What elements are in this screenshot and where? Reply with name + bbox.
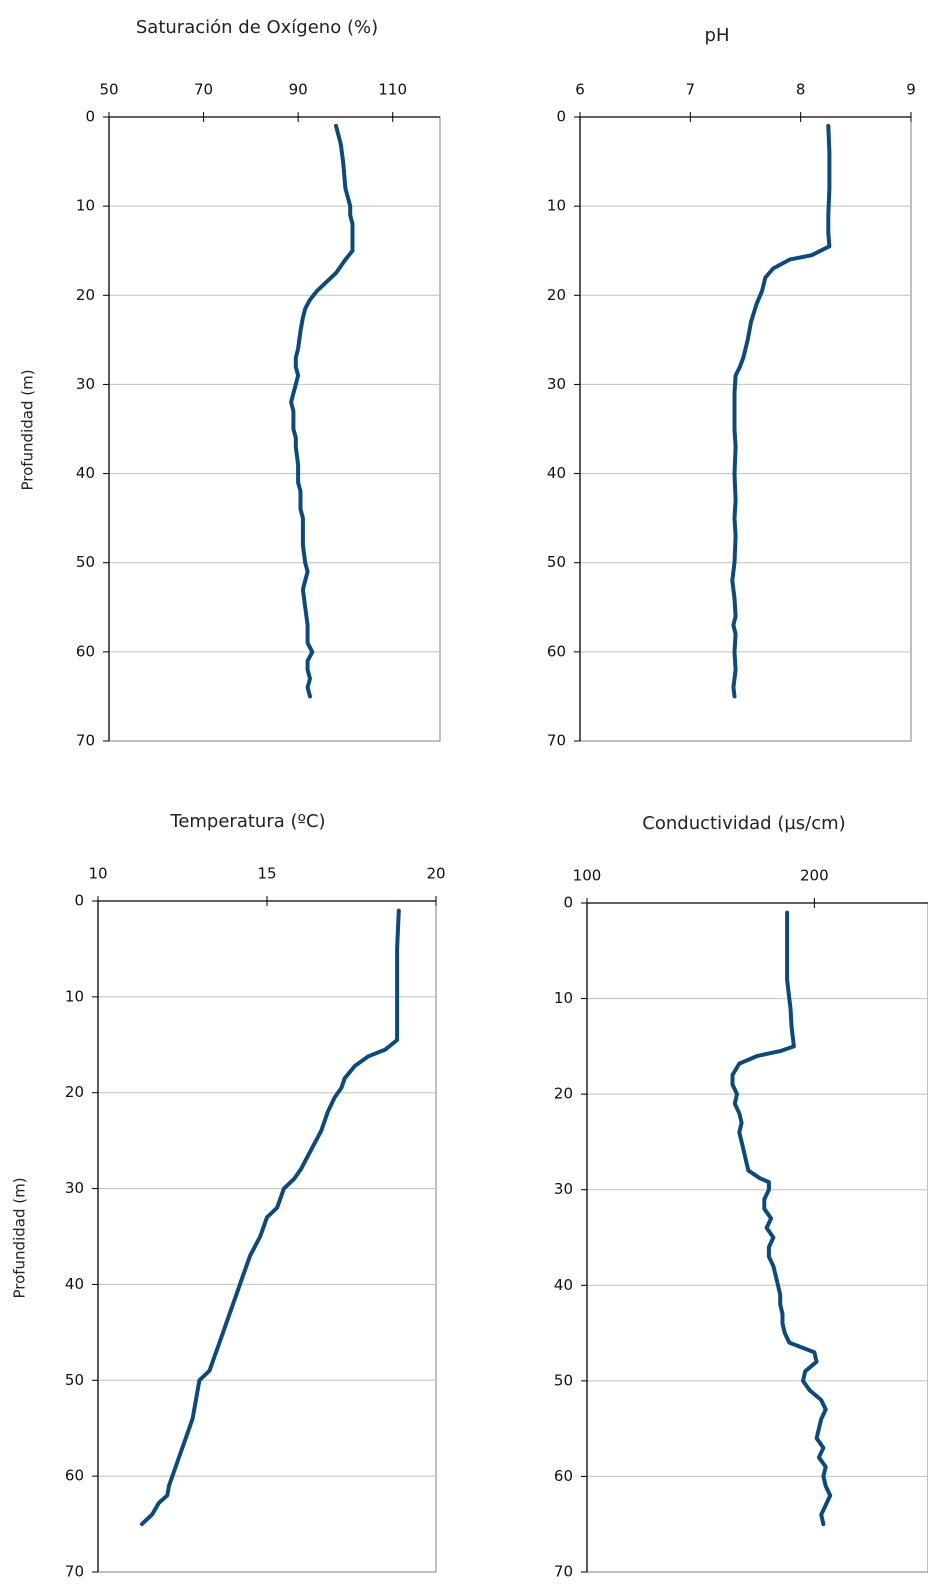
y-tick-label: 0: [85, 108, 95, 126]
y-tick-label: 40: [547, 464, 566, 482]
plot-area: [97, 900, 437, 1573]
y-tick-label: 10: [554, 989, 573, 1007]
y-tick-label: 30: [65, 1179, 84, 1197]
y-tick-label: 10: [76, 197, 95, 215]
x-tick-label: 8: [796, 81, 806, 99]
y-tick-label: 20: [554, 1085, 573, 1103]
plot-area: [579, 116, 912, 742]
y-tick-label: 60: [554, 1467, 573, 1485]
y-tick-label: 10: [547, 197, 566, 215]
y-tick-label: 0: [563, 894, 573, 912]
y-tick-label: 60: [76, 642, 95, 660]
x-tick-label: 6: [575, 81, 585, 99]
y-tick-label: 50: [65, 1371, 84, 1389]
x-tick-label: 20: [426, 865, 445, 883]
chart-1: Saturación de Oxígeno (%) 0 10 20 30 40 50 60 70…: [19, 17, 441, 750]
series-line: [289, 123, 355, 699]
y-tick-label: 30: [76, 375, 95, 393]
chart-2: pH 0 10 20 30 40 50 60 70 6 7 8 9: [547, 25, 916, 750]
y-tick-label: 40: [65, 1275, 84, 1293]
y-tick-label: 0: [556, 108, 566, 126]
y-tick-label: 10: [65, 987, 84, 1005]
y-tick-label: 50: [76, 553, 95, 571]
y-axis-label: Profundidad (m): [19, 369, 37, 490]
x-tick-label: 10: [88, 865, 107, 883]
y-tick-label: 40: [554, 1276, 573, 1294]
x-tick-label: 9: [906, 81, 916, 99]
y-axis-label: Profundidad (m): [11, 1177, 29, 1298]
y-tick-label: 70: [65, 1563, 84, 1581]
y-tick-label: 50: [554, 1371, 573, 1389]
chart-title: Saturación de Oxígeno (%): [136, 17, 378, 38]
series-line: [730, 123, 832, 699]
y-tick-label: 60: [547, 642, 566, 660]
y-tick-label: 50: [547, 553, 566, 571]
y-tick-label: 20: [65, 1083, 84, 1101]
plot-area: [108, 116, 441, 742]
x-tick-label: 15: [257, 865, 276, 883]
series-line: [139, 908, 401, 1527]
y-tick-label: 20: [76, 286, 95, 304]
y-tick-label: 0: [74, 892, 84, 910]
y-tick-label: 40: [76, 464, 95, 482]
chart-title: pH: [705, 25, 730, 46]
series-line: [730, 910, 833, 1527]
x-tick-label: 200: [800, 867, 829, 885]
y-tick-label: 70: [76, 732, 95, 750]
x-tick-label: 110: [378, 81, 407, 99]
y-tick-label: 70: [554, 1563, 573, 1581]
chart-4: Conductividad (µs/cm) 0 10 20 30 40 50 60 70 100 2…: [554, 813, 928, 1581]
y-tick-label: 20: [547, 286, 566, 304]
x-tick-label: 100: [573, 867, 602, 885]
y-tick-label: 30: [554, 1180, 573, 1198]
y-tick-label: 30: [547, 375, 566, 393]
x-tick-label: 7: [686, 81, 696, 99]
y-tick-label: 60: [65, 1467, 84, 1485]
x-tick-label: 70: [194, 81, 213, 99]
chart-title: Conductividad (µs/cm): [642, 813, 845, 834]
plot-area: [586, 902, 928, 1573]
x-tick-label: 50: [99, 81, 118, 99]
y-tick-label: 70: [547, 732, 566, 750]
chart-title: Temperatura (ºC): [169, 811, 325, 832]
x-tick-label: 90: [289, 81, 308, 99]
